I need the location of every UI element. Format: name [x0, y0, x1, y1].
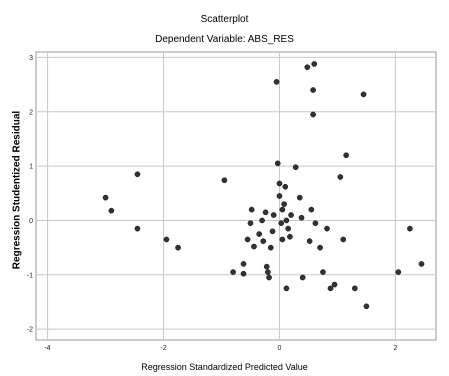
plot-frame	[35, 51, 437, 341]
x-tick-label: -2	[160, 345, 166, 352]
data-point	[262, 209, 269, 216]
data-point	[299, 274, 306, 281]
data-point	[310, 111, 316, 118]
data-point	[327, 285, 334, 292]
data-point	[312, 220, 319, 227]
data-point	[287, 233, 293, 240]
chart-title: Scatterplot	[200, 14, 249, 25]
data-point	[283, 285, 290, 292]
data-point	[407, 225, 413, 232]
x-axis-label: Regression Standardized Predicted Value	[141, 362, 308, 372]
x-tick-label: 2	[393, 345, 397, 352]
data-point	[337, 174, 344, 180]
data-point	[270, 212, 277, 218]
x-tick-label: -4	[44, 345, 50, 352]
data-point	[221, 177, 228, 184]
data-point	[248, 206, 255, 213]
data-point	[292, 164, 299, 171]
data-point	[240, 261, 247, 267]
data-point	[298, 214, 305, 221]
data-point	[244, 236, 251, 243]
data-point	[308, 206, 315, 213]
data-point	[163, 236, 170, 243]
data-point	[281, 201, 287, 208]
data-point	[274, 160, 281, 167]
data-point	[240, 270, 247, 277]
data-point	[304, 64, 311, 71]
data-point	[288, 212, 294, 218]
y-tick-label: -1	[27, 272, 33, 279]
data-point	[263, 263, 270, 270]
data-point	[276, 180, 283, 187]
data-point	[418, 261, 425, 267]
data-point	[311, 61, 318, 67]
data-point	[320, 269, 326, 275]
data-point	[279, 206, 286, 213]
data-point	[395, 269, 402, 275]
x-tick-label: 0	[278, 345, 282, 352]
data-point	[340, 236, 347, 243]
data-point	[282, 183, 289, 190]
data-point	[247, 220, 254, 227]
data-point	[351, 285, 358, 292]
data-point	[269, 228, 276, 235]
data-point	[317, 244, 323, 251]
data-point	[296, 194, 303, 201]
data-point	[310, 87, 316, 93]
data-point	[331, 281, 338, 288]
y-tick-label: -2	[27, 327, 33, 334]
data-point	[265, 269, 271, 275]
y-tick-label: 2	[29, 109, 33, 116]
data-point	[256, 231, 263, 237]
data-point	[108, 207, 115, 214]
data-point	[267, 244, 274, 251]
y-tick-label: 0	[29, 218, 33, 225]
y-tick-label: 1	[29, 164, 33, 171]
data-point	[175, 244, 181, 251]
data-point	[134, 171, 141, 178]
data-point	[230, 269, 236, 275]
data-point	[306, 238, 313, 244]
data-point	[259, 217, 265, 224]
data-point	[251, 243, 257, 250]
y-tick-label: 3	[29, 55, 33, 62]
data-point	[134, 225, 141, 232]
data-point	[279, 236, 286, 243]
chart-subtitle: Dependent Variable: ABS_RES	[155, 34, 294, 45]
data-point	[278, 220, 285, 227]
data-point	[285, 225, 292, 232]
data-point	[276, 193, 283, 199]
data-point	[363, 303, 370, 310]
data-point	[324, 225, 330, 232]
data-point	[360, 91, 367, 98]
data-point	[283, 217, 290, 224]
data-point	[343, 152, 349, 159]
data-point	[266, 274, 272, 281]
data-point	[260, 238, 267, 244]
data-point	[273, 79, 280, 85]
data-point	[102, 194, 109, 201]
